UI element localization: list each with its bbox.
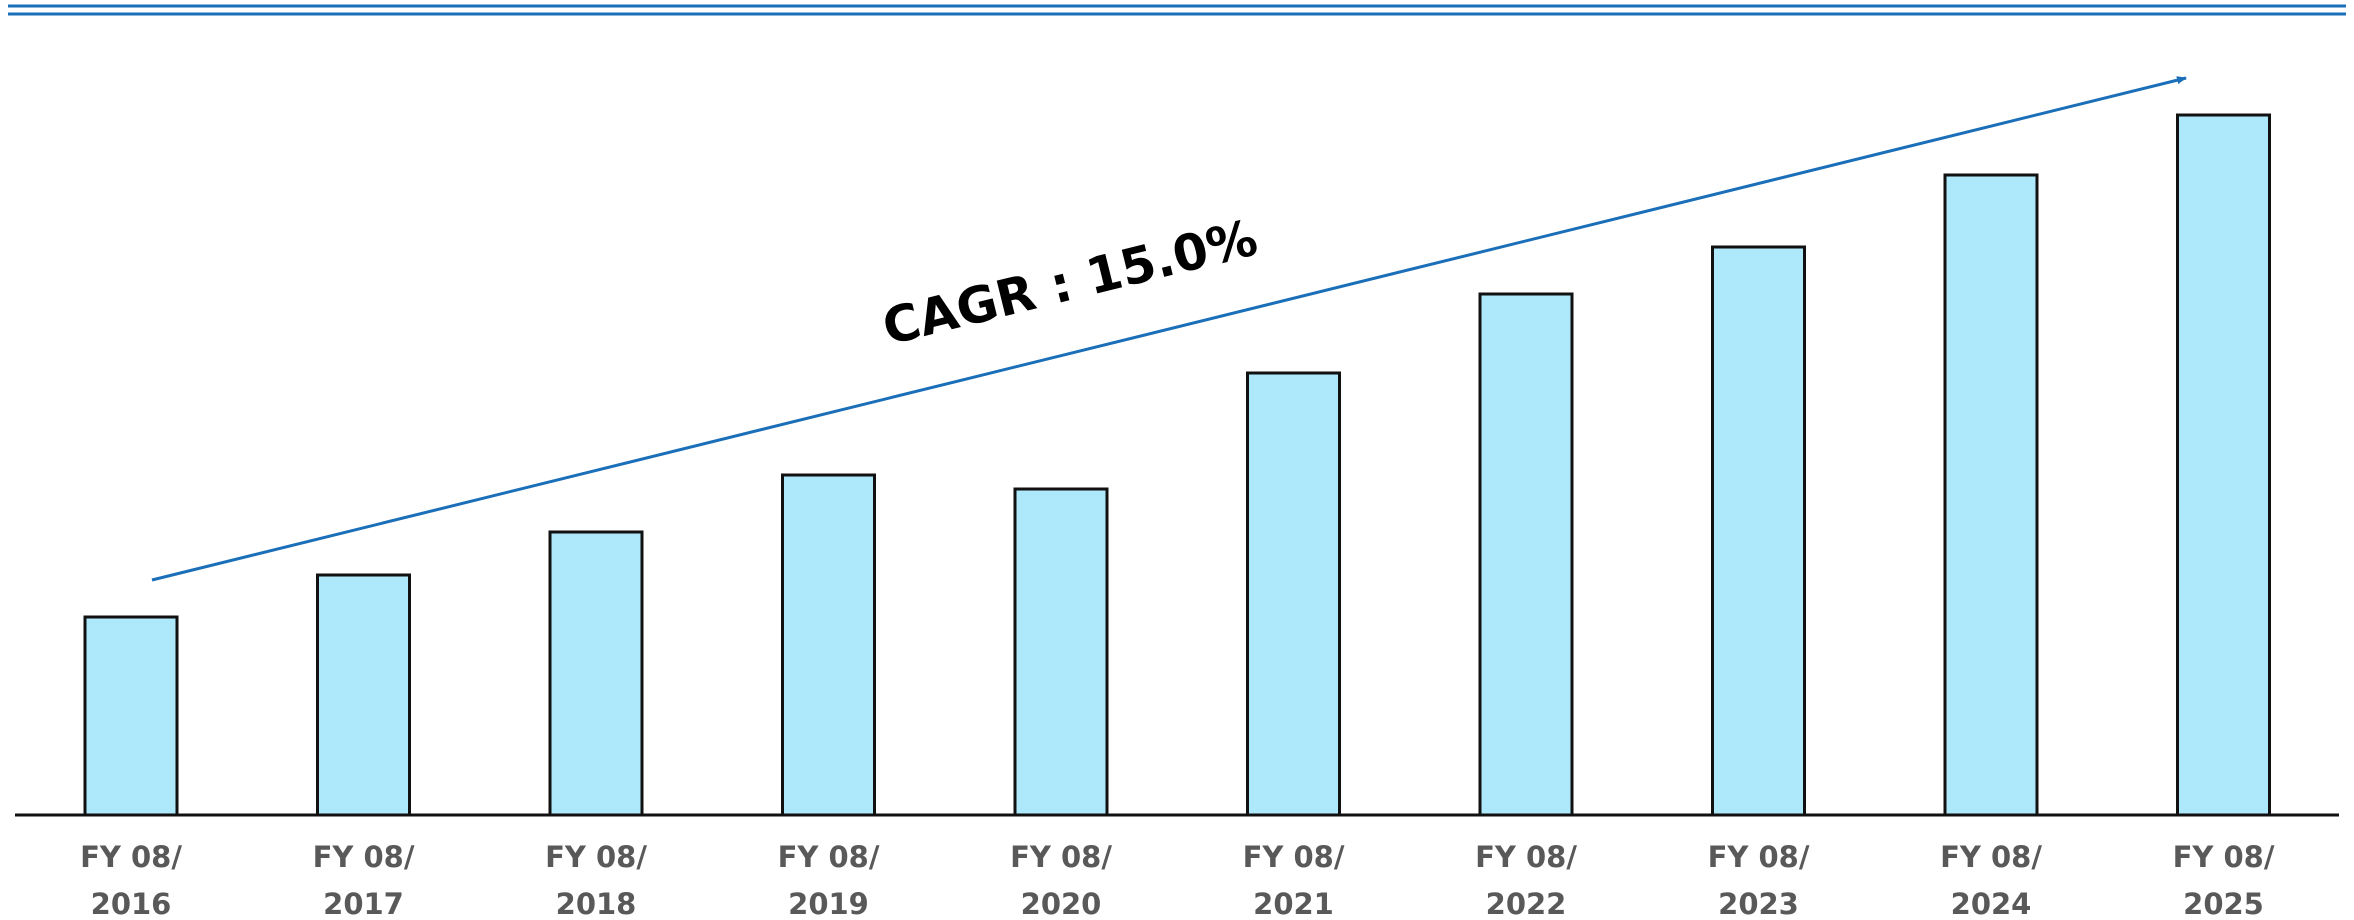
x-tick-label-2021-line-2: 2021 bbox=[1253, 887, 1334, 920]
top-rule bbox=[8, 4, 2346, 16]
x-tick-label-2024-line-1: FY 08/ bbox=[1940, 840, 2042, 874]
bar-2017 bbox=[316, 573, 411, 817]
x-tick-label-2022-line-2: 2022 bbox=[1486, 887, 1567, 920]
bar-2021 bbox=[1246, 371, 1341, 817]
bar-2020 bbox=[1013, 487, 1109, 817]
x-tick-label-2020-line-2: 2020 bbox=[1021, 887, 1102, 920]
x-tick-label-2025-line-1: FY 08/ bbox=[2173, 840, 2275, 874]
x-tick-label-2016-line-1: FY 08/ bbox=[80, 840, 182, 874]
bar-2016 bbox=[83, 615, 179, 817]
bar-2023 bbox=[1711, 245, 1806, 817]
x-tick-label-2022-line-1: FY 08/ bbox=[1475, 840, 1577, 874]
x-tick-label-2025-line-2: 2025 bbox=[2183, 887, 2264, 920]
x-tick-labels: FY 08/2016 FY 08/2017 FY 08/2018 FY 08/2019… bbox=[80, 840, 2275, 920]
x-tick-label-2019-line-2: 2019 bbox=[788, 887, 869, 920]
cagr-annotation: CAGR : 15.0% bbox=[877, 209, 1263, 357]
bar-2024 bbox=[1943, 173, 2039, 817]
x-tick-label-2023-line-1: FY 08/ bbox=[1708, 840, 1810, 874]
x-tick-label-2021-line-1: FY 08/ bbox=[1243, 840, 1345, 874]
bars-group bbox=[83, 113, 2271, 817]
x-tick-label-2019-line-1: FY 08/ bbox=[778, 840, 880, 874]
cagr-trend-arrow bbox=[151, 76, 2187, 582]
x-tick-label-2017-line-1: FY 08/ bbox=[313, 840, 415, 874]
bar-2019 bbox=[781, 473, 876, 817]
bar-2025 bbox=[2176, 113, 2271, 817]
bar-2022 bbox=[1478, 292, 1574, 817]
x-tick-label-2017-line-2: 2017 bbox=[323, 887, 404, 920]
x-tick-label-2018-line-1: FY 08/ bbox=[545, 840, 647, 874]
x-tick-label-2018-line-2: 2018 bbox=[556, 887, 637, 920]
x-tick-label-2024-line-2: 2024 bbox=[1951, 887, 2032, 920]
x-tick-label-2023-line-2: 2023 bbox=[1718, 887, 1799, 920]
bar-2018 bbox=[548, 530, 644, 817]
x-tick-label-2016-line-2: 2016 bbox=[91, 887, 172, 920]
x-tick-label-2020-line-1: FY 08/ bbox=[1010, 840, 1112, 874]
